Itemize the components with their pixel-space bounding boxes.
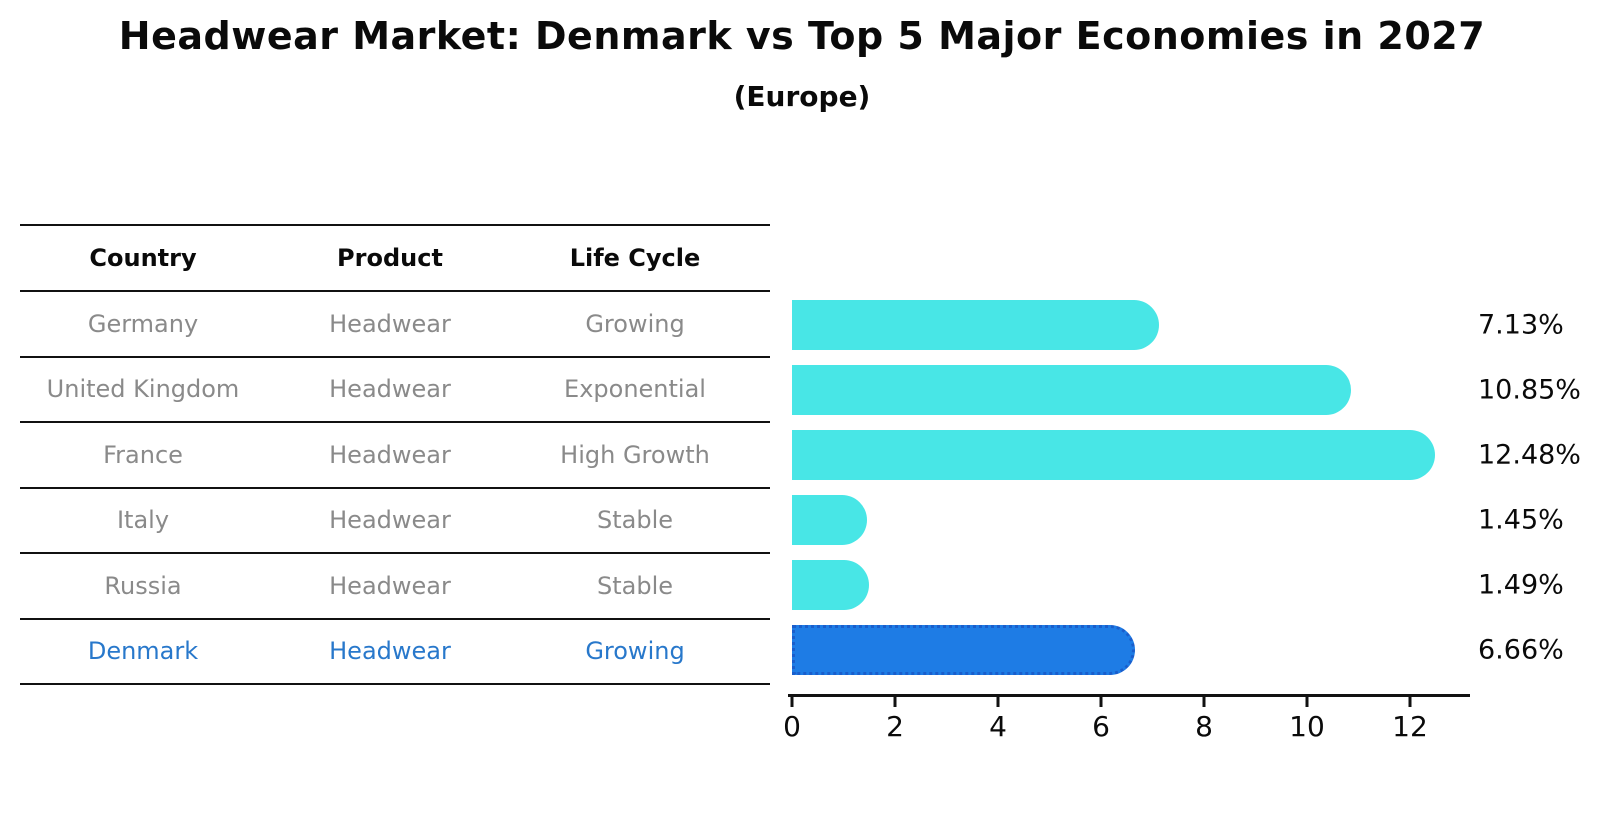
table-row: Denmark Headwear Growing <box>20 620 770 685</box>
product-cell: Headwear <box>329 637 451 666</box>
life-cycle-cell: Exponential <box>564 375 706 404</box>
x-axis-tick-label: 4 <box>989 710 1007 743</box>
life-cycle-cell: Stable <box>596 506 674 535</box>
table-row: Germany Headwear Growing <box>20 292 770 358</box>
life-cycle-cell: Growing <box>585 309 685 338</box>
x-axis-tick <box>1202 697 1206 707</box>
x-axis-tick-label: 2 <box>886 710 904 743</box>
x-axis-tick <box>893 697 897 707</box>
table-row: Russia Headwear Stable <box>20 554 770 620</box>
country-cell: Italy <box>116 506 170 535</box>
bar <box>792 430 1435 480</box>
bar <box>792 625 1135 675</box>
x-axis-tick <box>996 697 1000 707</box>
table-header-life-cycle: Life Cycle <box>569 244 701 272</box>
x-axis-tick-label: 6 <box>1092 710 1110 743</box>
value-label: 12.48% <box>1478 439 1581 471</box>
table-header-product: Product <box>337 244 443 272</box>
product-cell: Headwear <box>329 309 451 338</box>
x-axis-tick-label: 10 <box>1289 710 1325 743</box>
x-axis-tick <box>1408 697 1412 707</box>
table-row: Italy Headwear Stable <box>20 489 770 554</box>
country-cell: Germany <box>87 309 199 338</box>
bar <box>792 495 867 545</box>
country-cell: Russia <box>104 571 182 600</box>
bar <box>792 560 869 610</box>
x-axis-tick-label: 8 <box>1195 710 1213 743</box>
product-cell: Headwear <box>329 571 451 600</box>
product-cell: Headwear <box>329 440 451 469</box>
country-cell: France <box>103 440 183 469</box>
bar <box>792 300 1159 350</box>
life-cycle-cell: Growing <box>585 637 685 666</box>
life-cycle-cell: High Growth <box>560 440 710 469</box>
country-cell: Denmark <box>87 637 199 666</box>
value-label: 10.85% <box>1478 374 1581 406</box>
product-cell: Headwear <box>329 375 451 404</box>
value-label: 6.66% <box>1478 634 1564 666</box>
table-header-country: Country <box>89 244 197 272</box>
x-axis-tick-label: 12 <box>1392 710 1428 743</box>
table-header-row: Country Product Life Cycle <box>20 226 770 292</box>
x-axis-tick <box>1099 697 1103 707</box>
country-table: Country Product Life Cycle Germany Headw… <box>20 224 770 685</box>
value-label: 1.45% <box>1478 504 1564 536</box>
product-cell: Headwear <box>329 506 451 535</box>
value-label: 1.49% <box>1478 569 1564 601</box>
bar <box>792 365 1351 415</box>
chart-subtitle: (Europe) <box>733 80 871 113</box>
chart-title: Headwear Market: Denmark vs Top 5 Major … <box>118 14 1486 58</box>
value-label: 7.13% <box>1478 309 1564 341</box>
x-axis-tick <box>790 697 794 707</box>
table-row: France Headwear High Growth <box>20 423 770 489</box>
x-axis-tick <box>1305 697 1309 707</box>
country-cell: United Kingdom <box>46 375 240 404</box>
life-cycle-cell: Stable <box>596 571 674 600</box>
x-axis <box>788 694 1470 697</box>
x-axis-tick-label: 0 <box>783 710 801 743</box>
table-row: United Kingdom Headwear Exponential <box>20 358 770 423</box>
